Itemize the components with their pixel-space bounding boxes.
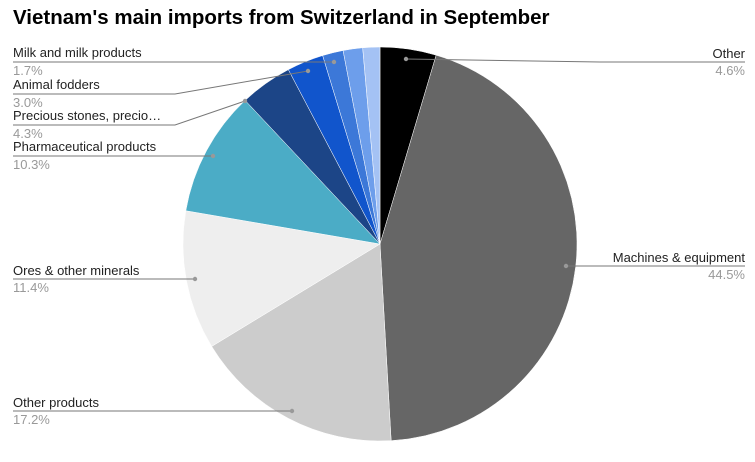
leader-line-5 [13,100,246,126]
slice-percent-2: 17.2% [13,412,50,427]
leader-dot-0 [403,56,409,62]
leader-dot-6 [305,68,311,74]
slice-label-5: Precious stones, precio… [13,108,161,123]
slice-percent-3: 11.4% [13,280,49,295]
leader-line-0 [405,58,745,63]
slice-label-1: Machines & equipment [613,250,746,265]
leader-dot-5 [242,98,248,104]
slice-percent-7: 1.7% [13,63,43,78]
slice-percent-5: 4.3% [13,126,43,141]
slice-label-4: Pharmaceutical products [13,139,157,154]
slice-label-3: Ores & other minerals [13,263,140,278]
leader-line-6 [13,70,309,95]
leader-dot-4 [210,153,216,159]
leader-dot-2 [289,408,295,414]
slice-percent-0: 4.6% [715,63,745,78]
pie-slice-2[interactable] [211,243,392,442]
leader-dot-7 [331,59,337,65]
pie-slice-9[interactable] [362,46,381,245]
slice-label-2: Other products [13,395,99,410]
chart-title: Vietnam's main imports from Switzerland … [13,6,550,29]
pie-slice-4[interactable] [185,100,381,245]
leader-dot-3 [192,276,198,282]
slice-percent-1: 44.5% [708,267,745,282]
slice-label-6: Animal fodders [13,77,100,92]
leader-dot-1 [563,263,569,269]
pie-slice-1[interactable] [379,54,578,441]
pie-slice-3[interactable] [182,210,381,347]
slice-percent-6: 3.0% [13,95,43,110]
slice-label-0: Other [712,46,745,61]
slice-label-7: Milk and milk products [13,45,142,60]
slice-percent-4: 10.3% [13,157,50,172]
